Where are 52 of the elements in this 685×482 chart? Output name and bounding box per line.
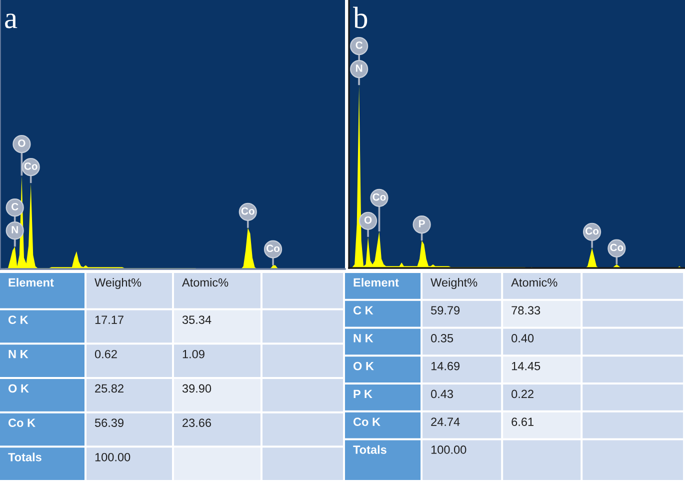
data-label: 35.34 bbox=[182, 316, 212, 324]
series-label: Weight% bbox=[430, 278, 478, 290]
category-label: O K bbox=[8, 384, 29, 393]
annotation: Co bbox=[372, 193, 386, 201]
text: Atomic% bbox=[182, 278, 228, 287]
annotation: N bbox=[12, 226, 18, 234]
category-label: C K bbox=[8, 316, 28, 324]
annotation: Co bbox=[586, 227, 599, 235]
data-label: 14.69 bbox=[431, 362, 460, 370]
category-label: Co K bbox=[8, 418, 36, 427]
data-label: 0.40 bbox=[512, 334, 534, 342]
annotation: Co bbox=[241, 207, 254, 215]
data-label: 78.33 bbox=[512, 306, 540, 315]
data-label: 25.82 bbox=[95, 384, 124, 393]
data-label: 0.62 bbox=[94, 350, 117, 358]
data-label: 14.45 bbox=[512, 362, 540, 370]
text: Element bbox=[354, 278, 399, 287]
data-label: 24.74 bbox=[431, 418, 460, 426]
annotation: Co bbox=[24, 162, 38, 170]
annotation: C bbox=[12, 203, 18, 210]
data-label: 6.61 bbox=[512, 418, 534, 426]
category-label: Totals bbox=[353, 445, 386, 454]
data-label: 0.35 bbox=[431, 334, 454, 342]
data-label: 59.79 bbox=[431, 306, 460, 315]
data-label: 17.17 bbox=[95, 316, 124, 324]
chart-title: a bbox=[5, 14, 18, 28]
data-label: 1.09 bbox=[182, 350, 204, 358]
data-label: 39.90 bbox=[182, 384, 212, 393]
annotation: P bbox=[419, 220, 425, 228]
data-label: 100.00 bbox=[431, 446, 466, 454]
annotation: N bbox=[356, 64, 362, 72]
annotation: C bbox=[356, 41, 363, 49]
category-label: C K bbox=[353, 306, 374, 315]
category-label: O K bbox=[353, 362, 374, 370]
data-label: 56.39 bbox=[94, 418, 124, 427]
series-label: Weight% bbox=[94, 278, 142, 290]
text: Element bbox=[8, 278, 54, 287]
annotation: Co bbox=[610, 244, 624, 252]
annotation: O bbox=[364, 216, 372, 224]
category-label: P K bbox=[354, 390, 372, 398]
data-label: 23.66 bbox=[182, 418, 212, 427]
annotation: O bbox=[18, 139, 26, 147]
data-label: 0.22 bbox=[512, 390, 534, 398]
category-label: Totals bbox=[8, 452, 42, 462]
series-label: Atomic% bbox=[511, 278, 558, 287]
category-label: N K bbox=[354, 334, 374, 342]
annotation: Co bbox=[266, 244, 280, 252]
category-label: N K bbox=[8, 350, 28, 358]
data-label: 100.00 bbox=[95, 452, 130, 462]
category-label: Co K bbox=[353, 418, 380, 426]
data-label: 0.43 bbox=[431, 390, 454, 398]
chart-title: b bbox=[353, 6, 368, 28]
